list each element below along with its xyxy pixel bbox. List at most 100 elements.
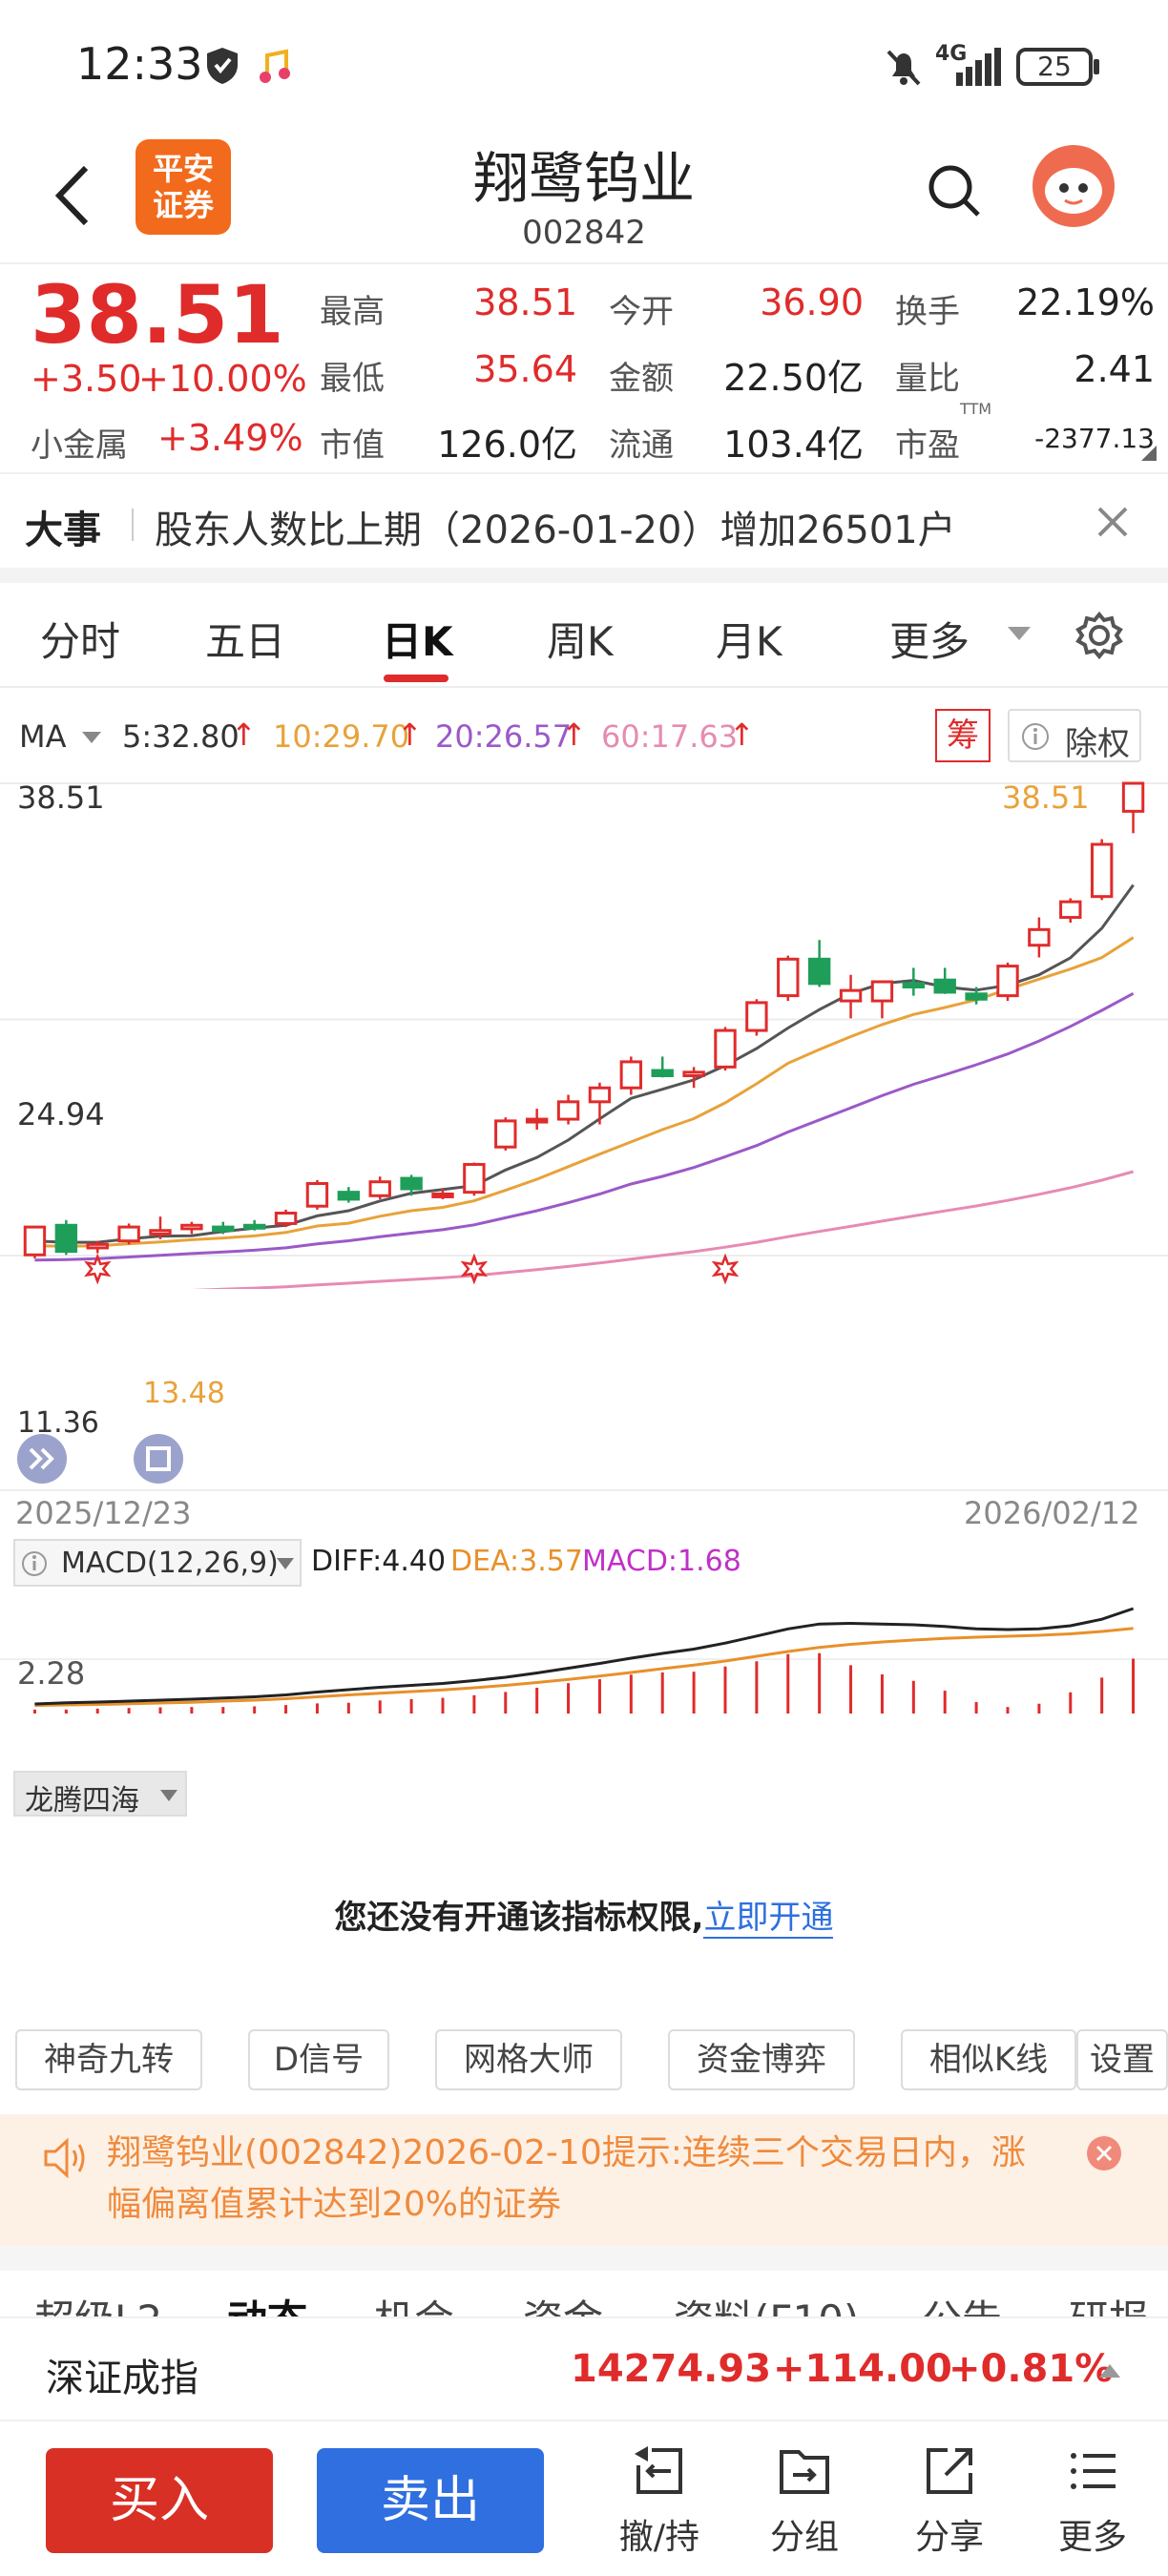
ma10-up-arrow: ↑ [397, 717, 423, 753]
share-action[interactable]: 分享 [897, 2442, 1002, 2559]
tab-research[interactable]: 研报 [1069, 2288, 1149, 2316]
ma5-line [34, 883, 1135, 1244]
indicator-selector[interactable]: 龙腾四海 [13, 1771, 187, 1818]
stat-market-cap: 126.0亿 [437, 424, 577, 466]
cancel-order-icon [635, 2446, 682, 2494]
candle-up [682, 1070, 705, 1077]
chip-distribution-button[interactable]: 筹 [935, 709, 991, 762]
tab-funds[interactable]: 资金 [523, 2288, 603, 2316]
info-icon [1022, 723, 1049, 750]
tab-announcement[interactable]: 公告 [922, 2288, 1002, 2316]
kline-canvas[interactable] [0, 774, 1168, 1289]
macd-selector[interactable]: MACD(12,26,9) [13, 1539, 302, 1587]
date-axis-line [0, 1489, 1168, 1491]
tab-daily-k[interactable]: 日K [382, 618, 453, 665]
ma60-up-arrow: ↑ [729, 717, 755, 753]
event-tag: 大事 [25, 509, 101, 552]
ma10-line [34, 936, 1135, 1248]
sell-button[interactable]: 卖出 [317, 2448, 544, 2553]
corner-triangle-icon [1141, 446, 1157, 461]
kline-chart-area: MA 5:32.80 ↑ 10:29.70 ↑ 20:26.57 ↑ 60:17… [0, 688, 1168, 1756]
sector-change: +3.49% [157, 417, 303, 459]
broker-logo[interactable]: 平安 证券 [136, 139, 231, 235]
stock-code: 002842 [522, 214, 646, 252]
chevron-down-icon[interactable] [80, 730, 103, 745]
buy-button[interactable]: 买入 [46, 2448, 273, 2553]
expand-icon[interactable] [15, 1432, 69, 1485]
folder-icon [780, 2450, 829, 2494]
macd-value: MACD:1.68 [582, 1545, 741, 1578]
tool-settings[interactable]: 设置 [1076, 2029, 1168, 2090]
tool-grid-master[interactable]: 网格大师 [435, 2029, 622, 2090]
low-price-marker: 13.48 [143, 1377, 225, 1410]
candle-down [807, 957, 831, 986]
stat-high: 38.51 [473, 281, 577, 323]
locked-text: 您还没有开通该指标权限, [334, 1899, 704, 1937]
candle-up [556, 1100, 580, 1121]
macd-axis-value: 2.28 [17, 1655, 86, 1692]
group-action[interactable]: 分组 [752, 2442, 857, 2559]
share-icon [927, 2448, 972, 2494]
more-action[interactable]: 更多 [1040, 2442, 1145, 2559]
candle-down [337, 1191, 361, 1201]
stat-label: 市盈 [895, 426, 960, 465]
tab-level2[interactable]: 超级L2 [34, 2288, 162, 2316]
index-pct: +0.81% [949, 2347, 1114, 2391]
close-circle-icon[interactable] [1086, 2135, 1122, 2171]
stat-label: 今开 [609, 293, 674, 331]
ma60-value: 60:17.63 [601, 718, 739, 755]
chevron-up-icon[interactable] [1097, 2362, 1122, 2379]
signal-icon [956, 48, 1001, 86]
tab-monthly-k[interactable]: 月K [716, 618, 782, 665]
pe-ttm-sup: TTM [960, 400, 992, 418]
battery-level: 25 [1037, 51, 1072, 82]
chevron-down-icon[interactable] [1006, 625, 1032, 642]
tool-similar-k[interactable]: 相似K线 [901, 2029, 1076, 2090]
cancel-hold-action[interactable]: 撤/持 [607, 2442, 712, 2559]
event-banner[interactable]: 大事 股东人数比上期（2026-01-20）增加26501户 [0, 472, 1168, 568]
tab-f10[interactable]: 资料(F10) [674, 2288, 859, 2316]
close-icon[interactable] [1095, 505, 1130, 539]
ma10-value: 10:29.70 [273, 718, 410, 755]
shield-icon [207, 48, 238, 84]
stat-label: 市值 [320, 426, 385, 465]
tab-five-day[interactable]: 五日 [205, 618, 286, 665]
back-arrow-icon[interactable] [48, 162, 95, 229]
tab-news[interactable]: 动态 [227, 2288, 307, 2316]
event-text: 股东人数比上期（2026-01-20）增加26501户 [155, 509, 956, 552]
tool-magic-nine[interactable]: 神奇九转 [15, 2029, 202, 2090]
signal-star-icon [84, 1253, 112, 1285]
adjust-rights-label: 除权 [1065, 725, 1130, 763]
candle-down [965, 992, 988, 1001]
stock-header: 平安 证券 翔鹭钨业 002842 [0, 134, 1168, 262]
fullscreen-icon[interactable] [132, 1432, 185, 1485]
tool-fund-game[interactable]: 资金博弈 [668, 2029, 855, 2090]
adjust-rights-button[interactable]: 除权 [1008, 709, 1141, 763]
tool-d-signal[interactable]: D信号 [248, 2029, 389, 2090]
signal-star-icon [711, 1253, 740, 1285]
ma-label[interactable]: MA [19, 718, 67, 755]
section-gap [0, 568, 1168, 583]
chevron-down-icon [160, 1790, 177, 1801]
candle-up [1059, 900, 1082, 920]
candle-up [714, 1028, 737, 1069]
macd-canvas[interactable] [0, 1585, 1168, 1756]
tab-more[interactable]: 更多 [889, 618, 970, 665]
gear-icon[interactable] [1075, 612, 1123, 659]
candle-up [180, 1223, 203, 1231]
unlock-link[interactable]: 立即开通 [703, 1899, 834, 1939]
tab-opportunity[interactable]: 机会 [374, 2288, 454, 2316]
index-ticker[interactable]: 深证成指 14274.93 +114.00 +0.81% [0, 2316, 1168, 2421]
ma60-line [191, 1170, 1134, 1289]
assistant-avatar-icon[interactable] [1031, 143, 1116, 229]
diff-line [34, 1607, 1135, 1706]
battery-indicator: 25 [1016, 48, 1093, 86]
candle-down [902, 982, 926, 988]
high-price-marker: 38.51 [1002, 779, 1090, 816]
notice-text: 翔鹭钨业(002842)2026-02-10提示:连续三个交易日内，涨幅偏离值累… [107, 2133, 1026, 2224]
tab-intraday[interactable]: 分时 [40, 618, 121, 665]
search-icon[interactable] [926, 162, 983, 219]
axis-high-price: 38.51 [17, 779, 105, 816]
tab-weekly-k[interactable]: 周K [547, 618, 614, 665]
sector-label[interactable]: 小金属 [31, 426, 128, 465]
